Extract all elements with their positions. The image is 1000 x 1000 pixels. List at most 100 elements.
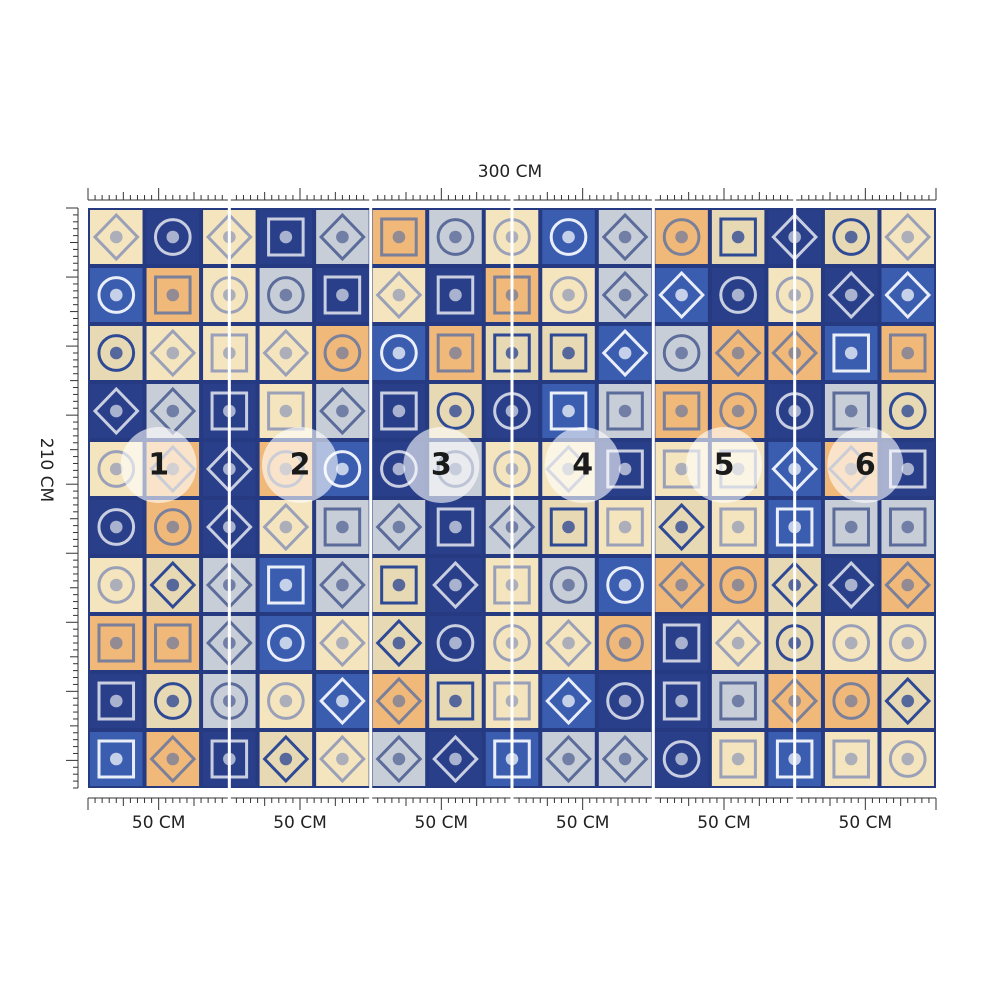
tile-center xyxy=(109,694,123,708)
tile-motif xyxy=(888,507,927,547)
tile-center xyxy=(844,346,858,360)
tile-motif xyxy=(827,560,875,610)
tile xyxy=(259,326,313,380)
tile-center xyxy=(449,520,462,534)
tile xyxy=(824,558,878,612)
tile-motif xyxy=(267,682,305,720)
tile-center xyxy=(279,752,293,766)
tile-center xyxy=(166,404,180,418)
tile-center xyxy=(901,230,915,244)
tile xyxy=(598,210,652,264)
tile-center xyxy=(675,752,688,766)
tile-center xyxy=(109,520,123,534)
tile-motif xyxy=(832,682,871,720)
tile-motif xyxy=(375,734,423,784)
tile-motif xyxy=(153,218,192,256)
tile-motif xyxy=(832,739,870,779)
tile-center xyxy=(392,288,406,302)
tile-center xyxy=(449,346,462,360)
tile-center xyxy=(901,636,915,650)
tile xyxy=(146,732,200,786)
tile-motif xyxy=(153,682,192,720)
tile-center xyxy=(731,636,745,650)
panel-width-label: 50 CM xyxy=(697,813,751,833)
tile xyxy=(711,500,765,554)
tile-motif xyxy=(375,618,423,668)
tile-motif xyxy=(884,212,932,262)
tile xyxy=(881,616,934,670)
tile-motif xyxy=(97,276,136,314)
tile-center xyxy=(279,636,293,650)
tile-motif xyxy=(719,276,757,314)
tile-motif xyxy=(549,391,588,431)
tile-center xyxy=(392,520,406,534)
tile-center xyxy=(449,694,462,708)
tile-center xyxy=(279,694,293,708)
tile xyxy=(316,268,369,322)
tile-center xyxy=(449,636,462,650)
tile-motif xyxy=(267,624,305,662)
panel-width-label: 50 CM xyxy=(415,813,469,833)
tile xyxy=(655,326,708,380)
tile-motif xyxy=(267,565,305,605)
tile-motif xyxy=(375,502,423,552)
tile xyxy=(711,558,765,612)
tile-center xyxy=(618,462,632,476)
tile xyxy=(881,326,934,380)
tile xyxy=(655,558,708,612)
tile-motif xyxy=(549,218,588,256)
tile-motif xyxy=(97,566,136,604)
tile-motif xyxy=(888,624,927,662)
tile-center xyxy=(844,288,858,302)
tile xyxy=(90,210,143,264)
tile xyxy=(316,326,369,380)
tile-center xyxy=(618,288,632,302)
tile-motif xyxy=(97,508,136,546)
panel-badge xyxy=(544,427,621,503)
tile-center xyxy=(336,578,349,592)
tile-center xyxy=(844,636,858,650)
tile-center xyxy=(392,230,406,244)
tile xyxy=(542,674,595,728)
tile-center xyxy=(336,636,349,650)
tile-center xyxy=(844,694,858,708)
tile xyxy=(598,616,652,670)
panel-width-label: 50 CM xyxy=(556,813,610,833)
tile-center xyxy=(392,404,406,418)
tile xyxy=(881,268,934,322)
tile-motif xyxy=(149,734,197,784)
tile-center xyxy=(336,230,349,244)
tile-center xyxy=(392,346,406,360)
panel-badge xyxy=(403,427,480,503)
tile-motif xyxy=(827,270,875,320)
tile xyxy=(824,326,878,380)
tile-center xyxy=(279,404,293,418)
tile xyxy=(372,616,426,670)
tile xyxy=(429,674,482,728)
tile xyxy=(824,674,878,728)
tile-motif xyxy=(545,618,592,668)
tile-center xyxy=(901,346,915,360)
tile xyxy=(881,210,934,264)
tile-center xyxy=(109,346,123,360)
tile-motif xyxy=(658,502,705,552)
tile-center xyxy=(562,520,575,534)
tile-motif xyxy=(719,739,757,779)
tile-center xyxy=(731,694,745,708)
tile xyxy=(259,210,313,264)
tile-center xyxy=(392,636,406,650)
tile-center xyxy=(166,288,180,302)
tile xyxy=(259,732,313,786)
tile-center xyxy=(336,752,349,766)
panels: 1 50 CM 2 50 CM 3 50 CM 4 50 CM 5 50 CM 6 50 CM xyxy=(120,186,904,833)
tile xyxy=(429,384,482,438)
tile xyxy=(881,500,934,554)
tile xyxy=(598,732,652,786)
tile-motif xyxy=(97,681,136,721)
tile xyxy=(90,558,143,612)
tile-motif xyxy=(662,681,701,721)
tile xyxy=(598,558,652,612)
tile-center xyxy=(392,578,406,592)
tile xyxy=(655,268,708,322)
tile xyxy=(824,210,878,264)
